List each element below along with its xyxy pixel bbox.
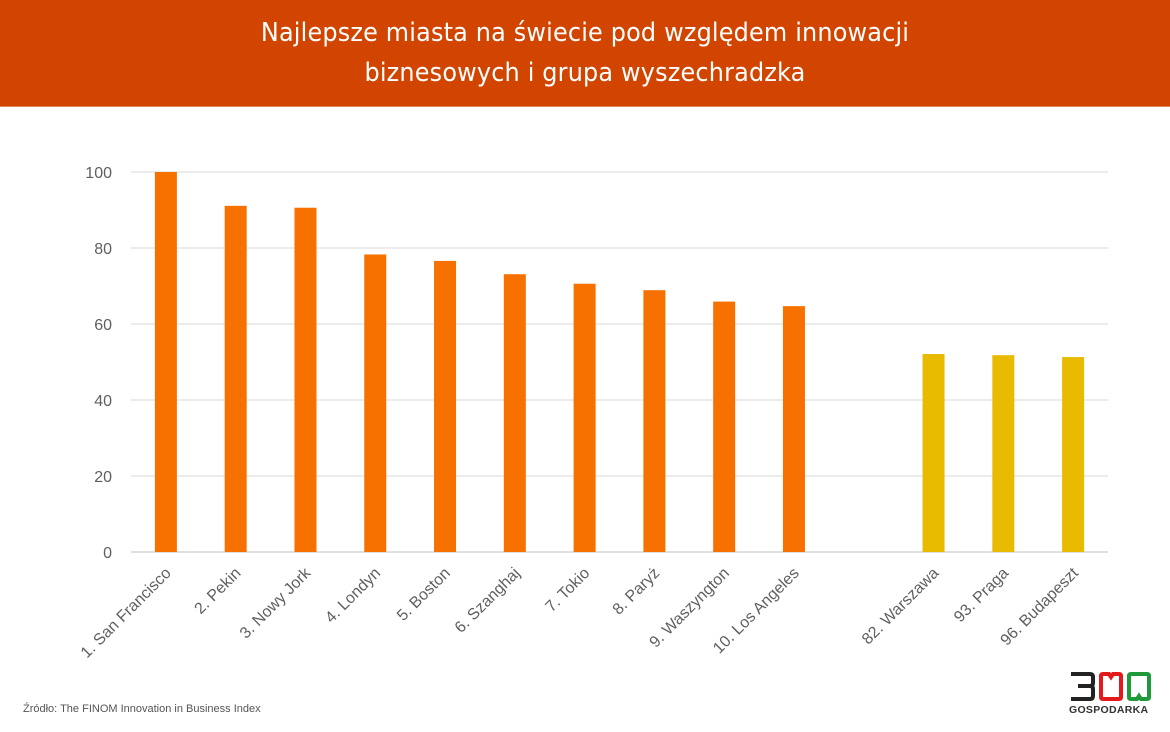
y-tick-label: 0 xyxy=(103,545,112,562)
source-note: Źródło: The FINOM Innovation in Business… xyxy=(23,703,261,715)
bar-2 xyxy=(224,205,247,552)
x-tick-label: 2. Pekin xyxy=(192,565,245,618)
y-tick-label: 80 xyxy=(94,241,112,258)
y-tick-label: 20 xyxy=(94,469,112,486)
x-tick-label: 5. Boston xyxy=(394,565,454,625)
x-tick-label: 3. Nowy Jork xyxy=(237,564,315,642)
bar-7 xyxy=(573,283,596,552)
logo-digit-0-green xyxy=(1127,672,1151,701)
logo-digit-0-red xyxy=(1099,672,1123,701)
logo-digit-3 xyxy=(1071,672,1095,701)
gridlines xyxy=(131,171,1108,553)
x-tick-label: 1. San Francisco xyxy=(78,565,175,662)
bar-12 xyxy=(922,354,945,552)
bar-9 xyxy=(713,301,736,552)
bar-10 xyxy=(782,306,805,552)
y-tick-label: 40 xyxy=(94,393,112,410)
chart-title-line-2: biznesowych i grupa wyszechradzka xyxy=(364,58,806,88)
bar-5 xyxy=(434,260,457,552)
chart-title-line-1: Najlepsze miasta na świecie pod względem… xyxy=(260,18,910,48)
bar-6 xyxy=(503,274,526,552)
x-tick-label: 7. Tokio xyxy=(543,565,594,616)
bar-4 xyxy=(364,254,387,552)
x-tick-label: 93. Praga xyxy=(951,565,1012,626)
x-tick-label: 6. Szanghaj xyxy=(452,565,524,637)
logo-300gospodarka: GOSPODARKA xyxy=(1068,670,1152,718)
logo-text: GOSPODARKA xyxy=(1069,704,1149,716)
y-tick-label: 60 xyxy=(94,317,112,334)
bar-3 xyxy=(294,207,317,552)
bar-8 xyxy=(643,290,666,552)
bar-14 xyxy=(1062,357,1085,552)
bar-13 xyxy=(992,355,1015,552)
y-axis-ticks: 0 20 40 60 80 100 xyxy=(85,165,112,562)
bar-1 xyxy=(154,172,177,552)
x-tick-label: 4. Londyn xyxy=(322,565,384,627)
bars xyxy=(154,172,1085,552)
x-tick-label: 82. Warszawa xyxy=(859,565,942,648)
logo-digits-icon xyxy=(1071,672,1151,701)
y-tick-label: 100 xyxy=(85,165,112,182)
header-banner: Najlepsze miasta na świecie pod względem… xyxy=(0,0,1170,107)
x-tick-label: 8. Paryż xyxy=(610,565,664,619)
chart-title: Najlepsze miasta na świecie pod względem… xyxy=(171,13,999,93)
